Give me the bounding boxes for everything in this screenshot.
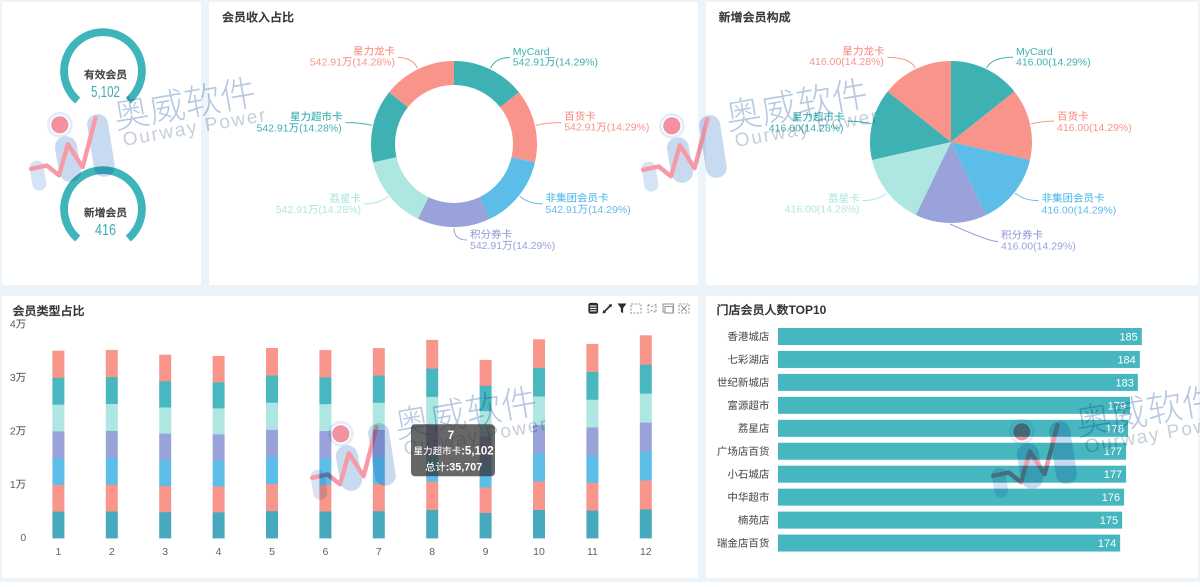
svg-text:2: 2	[109, 546, 115, 558]
svg-text:(14.29%): (14.29%)	[513, 240, 556, 252]
svg-text:416.00(14.29%): 416.00(14.29%)	[1057, 122, 1132, 134]
svg-text:416.00(14.28%): 416.00(14.28%)	[785, 204, 860, 216]
svg-text:(14.29%): (14.29%)	[607, 122, 650, 134]
svg-text:542.91: 542.91	[276, 204, 308, 216]
svg-text:177: 177	[1104, 469, 1122, 481]
svg-text:542.91: 542.91	[257, 122, 289, 134]
svg-text:416.00(14.28%): 416.00(14.28%)	[809, 56, 884, 68]
svg-text:(14.29%): (14.29%)	[555, 56, 598, 68]
svg-text:8: 8	[429, 546, 435, 558]
svg-text:184: 184	[1117, 354, 1135, 366]
svg-text::5,102: :5,102	[461, 445, 494, 457]
svg-text:TOP10: TOP10	[789, 303, 827, 317]
svg-text:11: 11	[587, 546, 598, 558]
svg-text:10: 10	[533, 546, 545, 558]
svg-text:416.00(14.28%): 416.00(14.28%)	[769, 122, 844, 134]
svg-text:542.91: 542.91	[470, 240, 502, 252]
svg-text:179: 179	[1108, 400, 1126, 412]
svg-text:4: 4	[10, 319, 16, 331]
svg-text:1: 1	[55, 546, 61, 558]
svg-text:177: 177	[1104, 446, 1122, 458]
svg-text:12: 12	[640, 546, 652, 558]
svg-text:183: 183	[1116, 377, 1134, 389]
svg-text:(14.28%): (14.28%)	[318, 204, 361, 216]
svg-text:542.91: 542.91	[564, 122, 596, 134]
svg-text:416.00(14.29%): 416.00(14.29%)	[1016, 57, 1091, 69]
svg-text:542.91: 542.91	[546, 204, 578, 216]
svg-text:MyCard: MyCard	[1016, 46, 1053, 58]
svg-text:416: 416	[95, 222, 116, 239]
svg-text:4: 4	[216, 546, 222, 558]
svg-text:3: 3	[162, 546, 168, 558]
svg-text:(14.28%): (14.28%)	[352, 56, 395, 68]
svg-text:1: 1	[10, 479, 16, 491]
svg-text:185: 185	[1119, 332, 1137, 344]
svg-text:174: 174	[1098, 538, 1116, 550]
svg-text:(14.28%): (14.28%)	[299, 122, 342, 134]
svg-text:5: 5	[269, 546, 275, 558]
svg-text:416.00(14.29%): 416.00(14.29%)	[1001, 240, 1076, 252]
svg-text:7: 7	[448, 430, 454, 442]
svg-text:3: 3	[10, 372, 16, 384]
svg-text:5,102: 5,102	[91, 84, 120, 101]
svg-text:416.00(14.29%): 416.00(14.29%)	[1042, 204, 1117, 216]
svg-text::35,707: :35,707	[446, 462, 483, 474]
svg-text:542.91: 542.91	[513, 56, 545, 68]
svg-text:542.91: 542.91	[310, 56, 342, 68]
svg-text:175: 175	[1100, 515, 1118, 527]
svg-text:MyCard: MyCard	[513, 46, 550, 58]
svg-text:2: 2	[10, 425, 16, 437]
svg-text:9: 9	[483, 546, 489, 558]
svg-text:0: 0	[20, 532, 26, 544]
svg-text:6: 6	[322, 546, 328, 558]
svg-text:7: 7	[376, 546, 382, 558]
svg-text:176: 176	[1102, 492, 1120, 504]
svg-text:(14.29%): (14.29%)	[588, 204, 631, 216]
